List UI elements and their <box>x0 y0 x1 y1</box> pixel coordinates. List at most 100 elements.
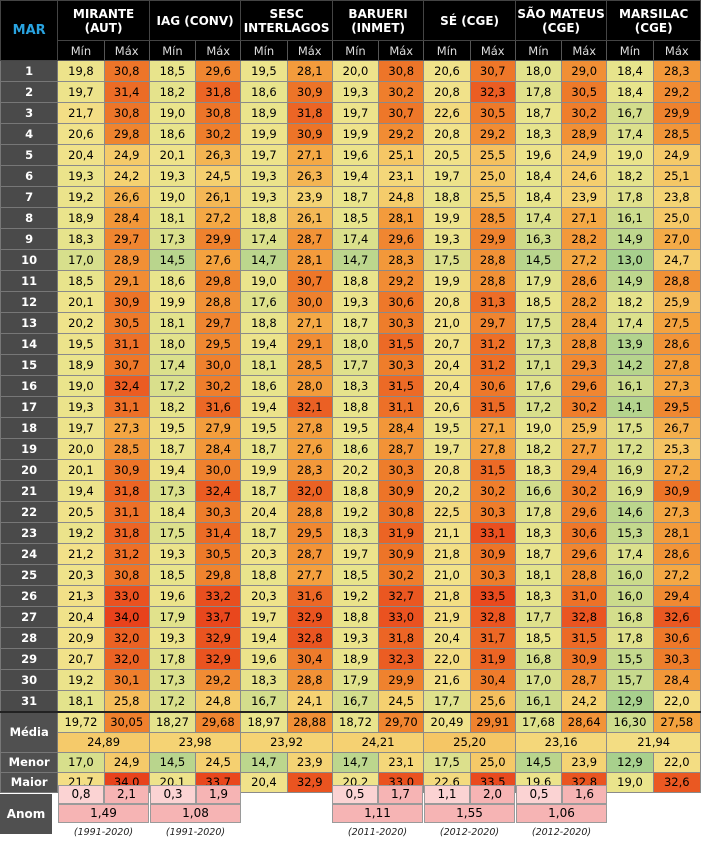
anomaly-min-cell: 0,3 <box>150 785 196 804</box>
max-temp-cell: 31,7 <box>469 627 516 649</box>
max-temp-cell: 25,5 <box>469 144 516 166</box>
day-number: 17 <box>0 396 59 418</box>
max-temp-cell: 28,9 <box>561 123 608 145</box>
max-temp-cell: 31,2 <box>469 333 516 355</box>
media-value-cell: 17,68 <box>514 711 563 733</box>
min-temp-cell: 17,0 <box>57 249 105 271</box>
max-temp-cell: 31,9 <box>469 648 516 670</box>
station-name: SÉ (CGE) <box>423 0 516 41</box>
min-temp-cell: 17,5 <box>514 312 563 334</box>
max-temp-cell: 28,5 <box>469 207 516 229</box>
max-temp-cell: 30,5 <box>195 543 242 565</box>
min-temp-cell: 21,0 <box>423 312 471 334</box>
max-temp-cell: 22,0 <box>652 690 701 713</box>
min-temp-cell: 17,2 <box>514 396 563 418</box>
max-temp-cell: 29,9 <box>378 669 425 691</box>
max-temp-cell: 29,2 <box>378 123 425 145</box>
media-overall-cell: 23,92 <box>240 731 333 753</box>
max-temp-cell: 27,6 <box>286 438 333 460</box>
min-temp-cell: 19,9 <box>423 207 471 229</box>
max-temp-cell: 29,4 <box>652 585 701 607</box>
min-temp-cell: 17,8 <box>606 186 654 208</box>
min-temp-cell: 19,7 <box>57 81 105 103</box>
min-temp-cell: 19,6 <box>148 585 197 607</box>
max-temp-cell: 30,8 <box>378 60 425 82</box>
min-temp-cell: 18,3 <box>331 375 380 397</box>
max-temp-cell: 30,2 <box>195 123 242 145</box>
media-overall-cell: 24,21 <box>331 731 425 753</box>
station-name: BARUERI (INMET) <box>331 0 425 41</box>
min-temp-cell: 20,8 <box>423 81 471 103</box>
max-temp-cell: 25,6 <box>469 690 516 713</box>
max-temp-cell: 32,8 <box>286 627 333 649</box>
min-temp-cell: 17,5 <box>148 522 197 544</box>
max-temp-cell: 29,9 <box>469 228 516 250</box>
min-temp-cell: 19,3 <box>240 165 288 187</box>
max-temp-cell: 31,5 <box>561 627 608 649</box>
max-temp-cell: 29,2 <box>378 270 425 292</box>
station-name: SESC INTERLAGOS <box>240 0 333 41</box>
min-temp-cell: 18,1 <box>514 564 563 586</box>
min-temp-cell: 17,4 <box>606 543 654 565</box>
max-temp-cell: 28,3 <box>652 60 701 82</box>
max-temp-cell: 25,9 <box>652 291 701 313</box>
menor-value-cell: 14,5 <box>148 751 197 773</box>
max-temp-cell: 29,5 <box>652 396 701 418</box>
day-number: 9 <box>0 228 59 250</box>
max-temp-cell: 27,2 <box>195 207 242 229</box>
max-temp-cell: 26,1 <box>286 207 333 229</box>
max-temp-cell: 28,8 <box>469 249 516 271</box>
media-overall-cell: 23,98 <box>148 731 242 753</box>
min-temp-cell: 15,5 <box>606 648 654 670</box>
media-overall-row: 24,89 23,98 23,92 24,21 25,20 23,16 21,94 <box>1 731 701 753</box>
anomaly-period: (2012-2020) <box>531 827 592 838</box>
max-temp-cell: 25,0 <box>652 207 701 229</box>
min-temp-cell: 20,0 <box>57 438 105 460</box>
min-temp-cell: 18,3 <box>331 522 380 544</box>
day-number: 24 <box>0 543 59 565</box>
day-number: 19 <box>0 438 59 460</box>
min-temp-cell: 18,7 <box>331 312 380 334</box>
max-temp-cell: 30,5 <box>561 81 608 103</box>
station-name: IAG (CONV) <box>148 0 242 41</box>
max-temp-cell: 30,6 <box>561 522 608 544</box>
day-number: 26 <box>0 585 59 607</box>
max-temp-cell: 31,4 <box>103 81 150 103</box>
max-temp-cell: 29,6 <box>561 501 608 523</box>
max-temp-cell: 32,3 <box>469 81 516 103</box>
station-header-row: MAR MIRANTE (AUT) IAG (CONV) SESC INTERL… <box>0 0 701 61</box>
max-temp-cell: 27,3 <box>652 501 701 523</box>
table-row: 25 20,3 30,8 18,5 29,8 18,8 27,7 18,5 30,2 21,0 30… <box>0 564 701 586</box>
max-temp-cell: 30,9 <box>103 291 150 313</box>
menor-value-cell: 23,9 <box>561 751 608 773</box>
max-temp-cell: 31,6 <box>195 396 242 418</box>
maior-value-cell: 32,6 <box>652 771 701 793</box>
max-temp-cell: 23,9 <box>561 186 608 208</box>
min-temp-cell: 19,0 <box>148 186 197 208</box>
min-temp-cell: 20,6 <box>423 60 471 82</box>
min-temp-cell: 18,3 <box>240 669 288 691</box>
min-temp-cell: 20,0 <box>331 60 380 82</box>
max-temp-cell: 27,3 <box>103 417 150 439</box>
max-temp-cell: 24,9 <box>652 144 701 166</box>
max-temp-cell: 29,6 <box>561 543 608 565</box>
min-temp-cell: 19,9 <box>240 123 288 145</box>
max-temp-cell: 31,5 <box>469 396 516 418</box>
max-temp-cell: 28,4 <box>195 438 242 460</box>
max-temp-cell: 27,8 <box>286 417 333 439</box>
min-temp-cell: 17,4 <box>148 354 197 376</box>
max-temp-cell: 30,8 <box>195 102 242 124</box>
max-temp-cell: 30,7 <box>286 270 333 292</box>
min-temp-cell: 20,6 <box>423 396 471 418</box>
min-temp-cell: 18,8 <box>331 396 380 418</box>
max-temp-cell: 27,1 <box>286 312 333 334</box>
table-row: 9 18,3 29,7 17,3 29,9 17,4 28,7 17,4 29,6 19,3 29,… <box>0 228 701 250</box>
max-temp-cell: 31,5 <box>378 375 425 397</box>
day-number: 23 <box>0 522 59 544</box>
min-temp-cell: 17,4 <box>514 207 563 229</box>
min-temp-cell: 19,4 <box>331 165 380 187</box>
max-temp-cell: 26,3 <box>286 165 333 187</box>
min-temp-cell: 19,7 <box>240 144 288 166</box>
min-temp-cell: 16,8 <box>514 648 563 670</box>
min-temp-cell: 18,6 <box>148 123 197 145</box>
